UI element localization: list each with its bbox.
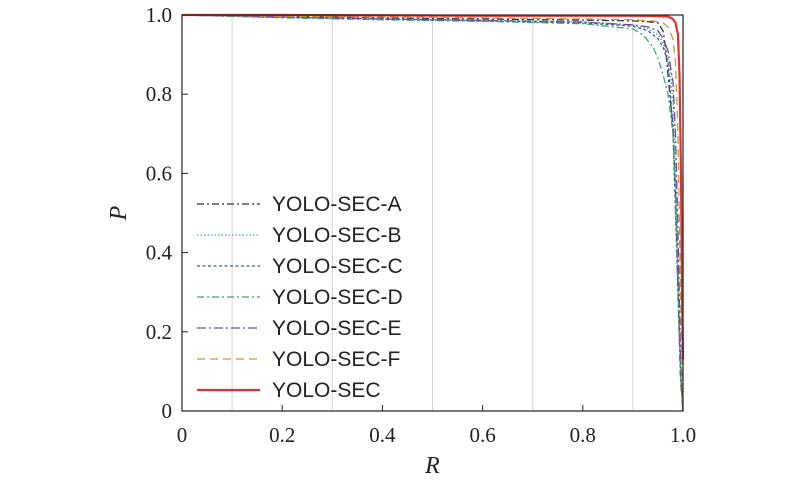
y-tick-label: 1.0 xyxy=(146,3,172,27)
legend-label: YOLO-SEC xyxy=(272,379,381,402)
series-line-yolo-sec-b xyxy=(181,14,684,412)
x-tick-label: 0.4 xyxy=(369,423,396,447)
series-line-yolo-sec-e xyxy=(181,14,684,412)
legend-label: YOLO-SEC-D xyxy=(272,286,403,309)
x-tick-label: 0.8 xyxy=(570,423,596,447)
x-tick-label: 0 xyxy=(177,423,188,447)
y-axis-title: P xyxy=(106,205,132,221)
plot-frame xyxy=(181,14,684,412)
grid-lines xyxy=(231,15,634,411)
legend-label: YOLO-SEC-B xyxy=(272,224,402,247)
y-tick-label: 0.8 xyxy=(146,82,172,106)
y-tick-label: 0.6 xyxy=(146,161,172,185)
y-tick-label: 0.4 xyxy=(146,241,173,265)
series-line-yolo-sec-d xyxy=(181,14,684,412)
x-tick-label: 0.2 xyxy=(269,423,295,447)
x-tick-label: 1.0 xyxy=(670,423,696,447)
legend: YOLO-SEC-A YOLO-SEC-B YOLO-SEC-C YOLO-SEC-D… xyxy=(197,193,403,402)
legend-label: YOLO-SEC-E xyxy=(272,317,402,340)
x-axis-title: R xyxy=(424,453,440,479)
y-tick-label: 0.2 xyxy=(146,320,172,344)
x-tick-label: 0.6 xyxy=(469,423,495,447)
legend-label: YOLO-SEC-C xyxy=(272,255,403,278)
y-axis-ticks: 0 0.2 0.4 0.6 0.8 1.0 xyxy=(146,3,188,423)
legend-label: YOLO-SEC-A xyxy=(272,193,402,216)
x-axis-ticks: 0 0.2 0.4 0.6 0.8 1.0 xyxy=(177,405,696,447)
series-line-yolo-sec-c xyxy=(181,14,684,412)
legend-label: YOLO-SEC-F xyxy=(272,348,400,371)
y-tick-label: 0 xyxy=(162,399,173,423)
